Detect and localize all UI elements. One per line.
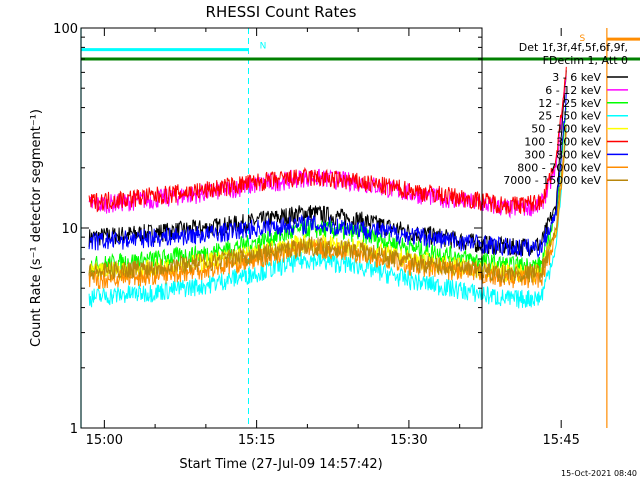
legend-header-line: Det 1f,3f,4f,5f,6f,9f, xyxy=(519,41,628,54)
series-line-2-0 xyxy=(88,107,567,277)
legend-entry-label: 7000 - 15000 keV xyxy=(503,174,601,187)
legend: Det 1f,3f,4f,5f,6f,9f,FDecim 1, Att 0 3 -… xyxy=(503,41,628,187)
legend-entry-label: 6 - 12 keV xyxy=(545,84,601,97)
x-tick-label: 15:30 xyxy=(390,433,427,448)
legend-header-line: FDecim 1, Att 0 xyxy=(543,54,628,67)
series-line-1-0 xyxy=(88,75,567,219)
chart-title: RHESSI Count Rates xyxy=(206,3,357,21)
series-line-3-0 xyxy=(88,127,567,309)
x-axis-label: Start Time (27-Jul-09 14:57:42) xyxy=(179,457,382,472)
legend-entry-label: 50 - 100 keV xyxy=(531,123,601,136)
y-tick-label: 10 xyxy=(61,222,78,237)
y-tick-label: 1 xyxy=(70,422,78,437)
x-tick-label: 15:15 xyxy=(238,433,275,448)
timestamp: 15-Oct-2021 08:40 xyxy=(561,469,637,478)
x-tick-label: 15:45 xyxy=(542,433,579,448)
plot-area: NSRD0RD4 xyxy=(80,28,640,428)
axes: 15:0015:1515:3015:4516:0016:1516:3011010… xyxy=(53,22,580,448)
series-line-6-0 xyxy=(88,92,567,259)
legend-entry-label: 300 - 800 keV xyxy=(524,148,601,161)
y-axis-label: Count Rate (s⁻¹ detector segment⁻¹) xyxy=(29,109,44,347)
y-tick-label: 100 xyxy=(53,22,78,37)
series-line-5-0 xyxy=(88,66,567,215)
annotation-label-0: N xyxy=(260,41,267,51)
annotation-label-1: S xyxy=(579,34,585,44)
legend-entry-label: 100 - 300 keV xyxy=(524,136,601,149)
series-line-8-0 xyxy=(88,125,567,284)
legend-entry-label: 12 - 25 keV xyxy=(538,97,601,110)
legend-entry-label: 800 - 7000 keV xyxy=(517,161,601,174)
x-tick-label: 15:00 xyxy=(86,433,123,448)
legend-entry-label: 25 - 50 keV xyxy=(538,110,601,123)
legend-entry-label: 3 - 6 keV xyxy=(552,71,601,84)
series-line-0-0 xyxy=(88,70,567,257)
